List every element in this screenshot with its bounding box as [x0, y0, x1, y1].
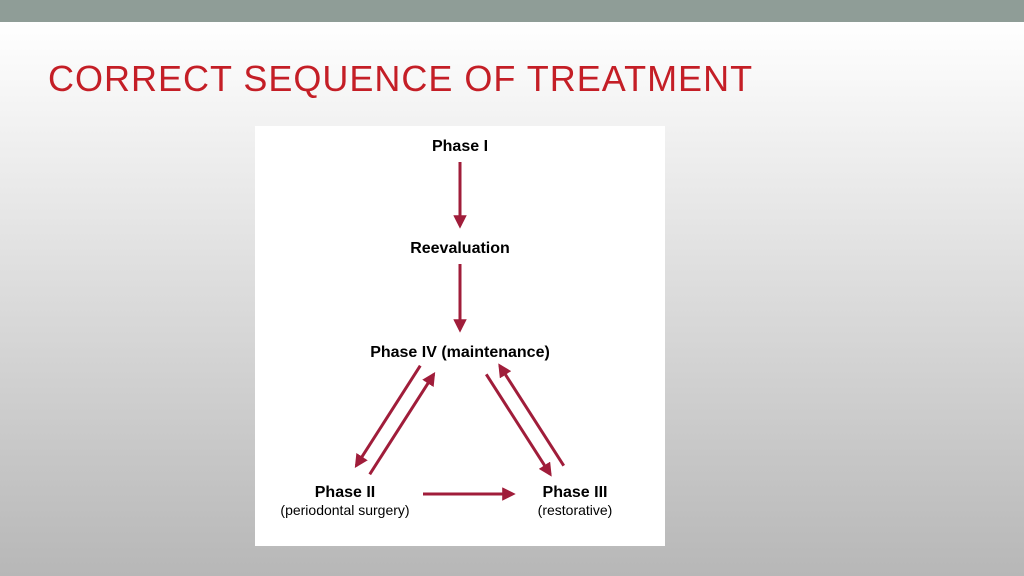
flowchart: Phase I Reevaluation Phase IV (maintenance…	[255, 126, 665, 546]
slide-body: CORRECT SEQUENCE OF TREATMENT Phase I Ree…	[0, 22, 1024, 576]
slide-title: CORRECT SEQUENCE OF TREATMENT	[48, 58, 753, 100]
node-p3: Phase III(restorative)	[505, 484, 645, 518]
flowchart-arrows	[255, 126, 665, 546]
node-sublabel: (restorative)	[505, 502, 645, 518]
node-re: Reevaluation	[390, 240, 530, 258]
node-label: Phase III	[543, 484, 608, 501]
node-p2: Phase II(periodontal surgery)	[260, 484, 430, 518]
node-sublabel: (periodontal surgery)	[260, 502, 430, 518]
top-bar	[0, 0, 1024, 22]
node-label: Reevaluation	[410, 240, 510, 257]
node-p1: Phase I	[400, 138, 520, 156]
node-p4: Phase IV (maintenance)	[350, 344, 570, 362]
node-label: Phase I	[432, 138, 488, 155]
node-label: Phase II	[315, 484, 375, 501]
